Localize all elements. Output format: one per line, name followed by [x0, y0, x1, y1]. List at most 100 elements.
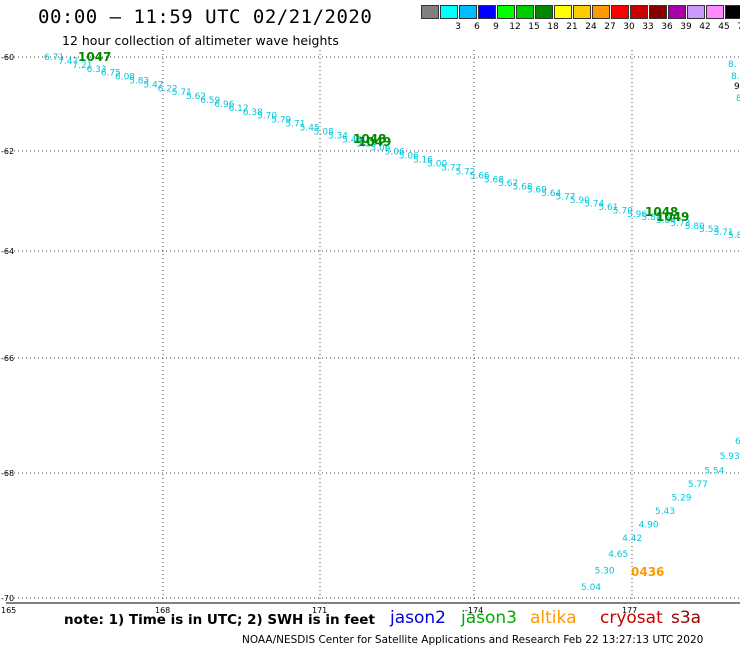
time-label: 1049: [656, 210, 689, 224]
swh-value: 7.21: [72, 61, 92, 71]
legend-swatch: [668, 5, 686, 19]
swh-value: 6.38: [243, 108, 263, 118]
swh-value: 8: [736, 94, 740, 104]
swh-value: 5.45: [300, 123, 320, 133]
lat-label: -66: [1, 354, 14, 363]
legend-label: 21: [566, 22, 578, 32]
swh-value: 5.77: [555, 193, 575, 203]
legend-label: 70: [734, 22, 740, 32]
swh-value: 6.75: [101, 69, 121, 79]
legend-swatch: [649, 5, 667, 19]
legend-label: 12: [509, 22, 521, 32]
legend-swatch: [706, 5, 724, 19]
legend-label: 18: [547, 22, 559, 32]
swh-value: 5.30: [595, 567, 615, 577]
axis-labels: -60 -62 -64 -66 -68 -70 165 168 171 -174 177: [1, 53, 637, 615]
swh-value: 6.33: [87, 65, 107, 75]
lon-label: 177: [622, 606, 637, 615]
footnote: note: 1) Time is in UTC; 2) SWH is in fe…: [64, 612, 375, 628]
lat-label: -70: [1, 594, 14, 603]
swh-value: 5.67: [498, 179, 518, 189]
legend-swatch: [440, 5, 458, 19]
lon-label: -174: [465, 606, 483, 615]
swh-value: 5.68: [484, 175, 504, 185]
swh-value: 5.13: [356, 139, 376, 149]
swh-value: 5.43: [655, 507, 675, 517]
swh-value: 5.77: [441, 164, 461, 174]
legend-swatch: [611, 5, 629, 19]
swh-value: 7.47: [58, 57, 78, 67]
swh-value: 6.08: [115, 73, 135, 83]
swh-value: 5.79: [613, 206, 633, 216]
swh-value: 6.22: [158, 84, 178, 94]
legend-swatch: [592, 5, 610, 19]
time-label: 1047: [78, 50, 111, 64]
legend-swatch: [421, 5, 439, 19]
legend-swatch: [497, 5, 515, 19]
legend-label: 9: [493, 22, 499, 32]
swh-value: 5.68: [513, 182, 533, 192]
swh-value: 6.59: [200, 96, 220, 106]
swh-value: 5.06: [385, 147, 405, 157]
swh-value: 5.43: [342, 135, 362, 145]
swh-value: 5.80: [685, 222, 705, 232]
swh-value: 5.06: [370, 143, 390, 153]
swh-value: 5.72: [455, 168, 475, 178]
swh-value: 5.70: [257, 112, 277, 122]
altimeter-tracks: 6.717.477.216.336.756.085.835.476.225.71…: [44, 53, 740, 593]
legend-swatch: [478, 5, 496, 19]
swh-value: 5.34: [328, 131, 348, 141]
legend-label: 6: [474, 22, 480, 32]
swh-value: 5.16: [413, 156, 433, 166]
lon-label: 171: [312, 606, 327, 615]
swh-value: 5.04: [581, 583, 601, 593]
swh-value: 5.87: [641, 213, 661, 223]
map-title: 00:00 – 11:59 UTC 02/21/2020: [38, 6, 373, 28]
legend-swatch: [687, 5, 705, 19]
swh-value: 6.12: [229, 104, 249, 114]
swh-value: 5.29: [671, 494, 691, 504]
credit-line: NOAA/NESDIS Center for Satellite Applica…: [242, 634, 704, 646]
satellite-label: jason2: [390, 608, 446, 628]
legend-swatch: [459, 5, 477, 19]
swh-value: 5.08: [314, 127, 334, 137]
legend-label: 15: [528, 22, 540, 32]
swh-value: 6.71: [44, 53, 64, 63]
swh-value: 5.53: [699, 225, 719, 235]
satellite-label: s3a: [671, 608, 702, 628]
swh-value: 5.00: [427, 160, 447, 170]
legend-label: 39: [680, 22, 692, 32]
swh-value: 6.96: [214, 100, 234, 110]
legend-label: 27: [604, 22, 616, 32]
swh-value: 5.84: [656, 216, 676, 226]
swh-value: 8.: [731, 72, 740, 82]
swh-value: 5.73: [670, 219, 690, 229]
swh-value: 5.83: [129, 77, 149, 87]
swh-value: 5.71: [285, 119, 305, 129]
swh-value: 5.69: [527, 186, 547, 196]
legend-swatch: [725, 5, 740, 19]
swh-value: 5.79: [271, 116, 291, 126]
satellite-label: altika: [530, 608, 577, 628]
swh-value: 9: [734, 82, 740, 92]
legend-swatch: [535, 5, 553, 19]
lat-label: -64: [1, 247, 14, 256]
legend-label: 45: [718, 22, 730, 32]
swh-value: 5.61: [598, 203, 618, 213]
legend-label: 36: [661, 22, 673, 32]
lat-label: -60: [1, 53, 14, 62]
swh-value: 5.77: [688, 480, 708, 490]
swh-value: 5.62: [186, 92, 206, 102]
swh-value: 8.: [728, 60, 737, 70]
swh-value: 5.64: [541, 189, 561, 199]
time-label: 0436: [631, 565, 664, 579]
swh-value: 5.96: [627, 210, 647, 220]
lat-label: -68: [1, 469, 14, 478]
swh-value: 4.65: [608, 550, 628, 560]
lon-label: 165: [1, 606, 16, 615]
swh-value: 5.66: [470, 172, 490, 182]
legend-swatch: [554, 5, 572, 19]
legend-label: 30: [623, 22, 635, 32]
